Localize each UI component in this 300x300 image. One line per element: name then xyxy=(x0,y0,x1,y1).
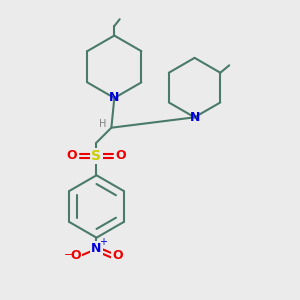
Text: N: N xyxy=(91,242,102,256)
Text: H: H xyxy=(99,119,107,129)
Text: S: S xyxy=(92,149,101,163)
Text: −: − xyxy=(64,250,73,260)
Text: +: + xyxy=(99,237,107,248)
Text: O: O xyxy=(67,149,77,162)
Text: O: O xyxy=(112,249,123,262)
Text: O: O xyxy=(70,249,81,262)
Text: N: N xyxy=(189,111,200,124)
Text: N: N xyxy=(109,92,119,104)
Text: O: O xyxy=(116,149,127,162)
